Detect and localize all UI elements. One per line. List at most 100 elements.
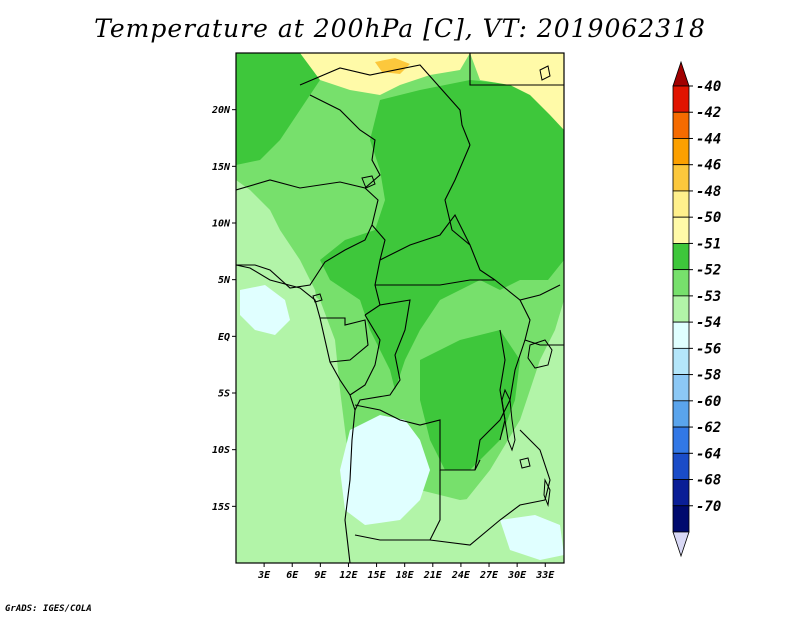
colorbar-label: -51 [696, 236, 721, 252]
temperature-fill [236, 53, 564, 563]
colorbar-label: -62 [696, 420, 721, 436]
lat-label: 15S [212, 502, 230, 513]
colorbar-box [672, 295, 690, 323]
lake-tanganyika [501, 388, 516, 452]
colorbar-label: -70 [696, 499, 721, 515]
border-nigeria [236, 179, 379, 289]
border-drc-west [354, 299, 411, 411]
border-sahara [299, 64, 471, 146]
border-gabon [320, 317, 369, 363]
fill-band-52-main [320, 80, 564, 390]
border-drc-angola [354, 404, 481, 471]
fill-band-56-se [500, 515, 564, 560]
colorbar-label: -50 [696, 210, 721, 226]
colorbar-box [672, 164, 690, 192]
page-title: Temperature at 200hPa [C], VT: 201906231… [94, 14, 706, 43]
fill-band-52-south [420, 330, 520, 470]
lon-label: 3E [257, 570, 271, 581]
fill-band-50-north [300, 53, 470, 95]
border-uganda-kenya [519, 299, 564, 346]
colorbar-label: -42 [696, 105, 721, 121]
lon-label: 27E [479, 570, 499, 581]
lat-label: 15N [212, 162, 231, 173]
lake-malawi [543, 478, 551, 507]
lat-label: 10N [212, 219, 231, 230]
colorbar-label: -54 [696, 315, 721, 331]
country-borders [236, 53, 564, 563]
colorbar-labels: -40 -42 -44 -46 -48 -50 -51 -52 -53 -54 -56 -58 -60 -… [696, 79, 721, 515]
lat-label: 20N [211, 105, 231, 116]
lon-label: 12E [339, 570, 358, 581]
lake-mweru [519, 457, 531, 469]
lon-label: 21E [423, 570, 443, 581]
lat-label: EQ [218, 332, 230, 343]
lake-chad [361, 175, 376, 189]
border-cameroon-car [364, 224, 386, 316]
colorbar-box [672, 190, 690, 218]
colorbar-box [672, 479, 690, 507]
border-east-drc [499, 329, 506, 441]
lon-label: 24E [451, 570, 471, 581]
colorbar-box [672, 426, 690, 454]
lake-victoria [527, 339, 553, 369]
fill-band-52-topleft [236, 53, 320, 165]
fill-band-48-spot [375, 58, 410, 74]
colorbar-box [672, 321, 690, 349]
colorbar-label: -58 [696, 368, 721, 384]
map-frame [235, 52, 565, 564]
border-zambia-south [429, 499, 546, 546]
border-malawi [519, 429, 551, 501]
colorbar-box [672, 269, 690, 297]
border-chad-west [309, 94, 381, 189]
latitude-labels: 20N 15N 10N 5N EQ 5S 10S 15S [211, 105, 231, 513]
colorbar-label: -48 [696, 184, 721, 200]
colorbar-label: -68 [696, 473, 721, 489]
lakes [312, 65, 553, 507]
border-car-south [379, 213, 471, 261]
lon-label: 18E [396, 570, 415, 581]
colorbar-label: -64 [696, 446, 721, 462]
border-congo [349, 314, 381, 396]
axis-ticks [232, 109, 546, 567]
colorbar-box [672, 111, 690, 139]
lon-label: 33E [535, 570, 555, 581]
lat-label: 5N [218, 275, 231, 286]
fill-band-54-west [236, 280, 340, 563]
colorbar-label: -40 [696, 79, 721, 95]
border-chad-sudan [444, 144, 496, 281]
colorbar-label: -60 [696, 394, 721, 410]
credit-label: GrADS: IGES/COLA [5, 604, 92, 614]
colorbar-box [672, 243, 690, 271]
lon-label: 30E [507, 570, 527, 581]
colorbar-label: -46 [696, 158, 721, 174]
border-car-drc [375, 279, 561, 301]
border-libya-sudan [469, 53, 564, 86]
colorbar-label: -44 [696, 131, 721, 147]
fill-band-56-gulf [240, 285, 290, 335]
lat-label: 10S [212, 445, 230, 456]
colorbar-box [672, 138, 690, 166]
colorbar-box [672, 452, 690, 480]
lat-label: 5S [218, 389, 230, 400]
colorbar-box [672, 216, 690, 244]
longitude-labels: 3E 6E 9E 12E 15E 18E 21E 24E 27E 30E 33E [257, 570, 555, 581]
colorbar-box [672, 400, 690, 428]
colorbar-box [672, 85, 690, 113]
colorbar-label: -53 [696, 289, 721, 305]
lon-label: 15E [368, 570, 387, 581]
island-bioko [312, 293, 323, 303]
border-tanzania [474, 339, 526, 471]
colorbar-label: -52 [696, 263, 721, 279]
lake-tana [539, 65, 551, 81]
colorbar-label: -56 [696, 341, 721, 357]
coastline-west [236, 264, 356, 563]
colorbar-bottom-arrow [672, 531, 690, 558]
colorbar-box [672, 347, 690, 375]
colorbar [672, 60, 693, 558]
colorbar-box [672, 374, 690, 402]
fill-band-56-angola [340, 415, 430, 525]
colorbar-box [672, 505, 690, 533]
lon-label: 6E [286, 570, 299, 581]
colorbar-top-arrow [672, 60, 690, 87]
